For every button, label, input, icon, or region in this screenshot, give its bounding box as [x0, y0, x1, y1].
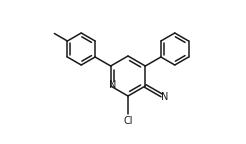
Text: N: N — [109, 80, 116, 90]
Text: N: N — [161, 92, 168, 102]
Text: Cl: Cl — [123, 115, 133, 126]
